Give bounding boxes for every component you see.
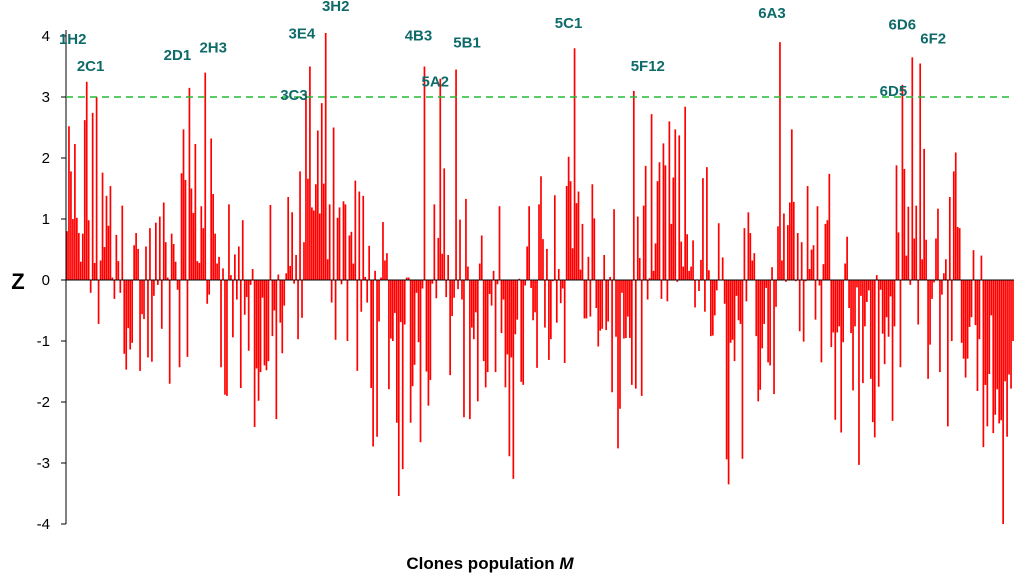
- y-tick-label: -1: [37, 333, 50, 350]
- y-tick-label: -3: [37, 455, 50, 472]
- annotation-label: 2D1: [164, 47, 192, 64]
- annotation-label: 3E4: [289, 26, 316, 43]
- x-axis-label-text: Clones population: [406, 554, 554, 573]
- annotation-label: 1H2: [59, 31, 87, 48]
- y-tick-label: -4: [37, 516, 50, 533]
- annotation-label: 5A2: [421, 74, 449, 91]
- annotation-label: 5B1: [453, 35, 481, 52]
- y-tick-label: -2: [37, 394, 50, 411]
- annotation-label: 6F2: [920, 30, 946, 47]
- y-tick-label: 2: [42, 150, 50, 167]
- annotation-label: 3H2: [322, 0, 350, 15]
- annotation-label: 2H3: [199, 40, 227, 57]
- annotation-label: 5F12: [631, 58, 665, 75]
- y-tick-label: 3: [42, 89, 50, 106]
- annotation-label: 6A3: [758, 5, 786, 22]
- annotation-labels: 1H2 2C1 2D1 2H3 3C3 3E4 3H2 4B3 5A2 5B1 5C1 5F12 6A3…: [59, 0, 946, 104]
- annotation-label: 4B3: [405, 28, 433, 45]
- annotation-label: 5C1: [555, 15, 583, 32]
- annotation-label: 6D5: [880, 83, 908, 100]
- y-tick-label: 0: [42, 272, 50, 289]
- annotation-label: 2C1: [77, 58, 105, 75]
- annotation-label: 3C3: [280, 87, 308, 104]
- y-ticks: -4 -3 -2 -1 0 1 2 3 4: [37, 28, 66, 533]
- annotation-label: 6D6: [889, 16, 917, 33]
- y-tick-label: 1: [42, 211, 50, 228]
- x-axis-label-var: M: [559, 554, 574, 573]
- y-tick-label: 4: [42, 28, 50, 45]
- bars-layer: [66, 32, 1014, 524]
- x-axis-label: Clones population M: [406, 554, 574, 573]
- y-axis-label: Z: [11, 269, 24, 294]
